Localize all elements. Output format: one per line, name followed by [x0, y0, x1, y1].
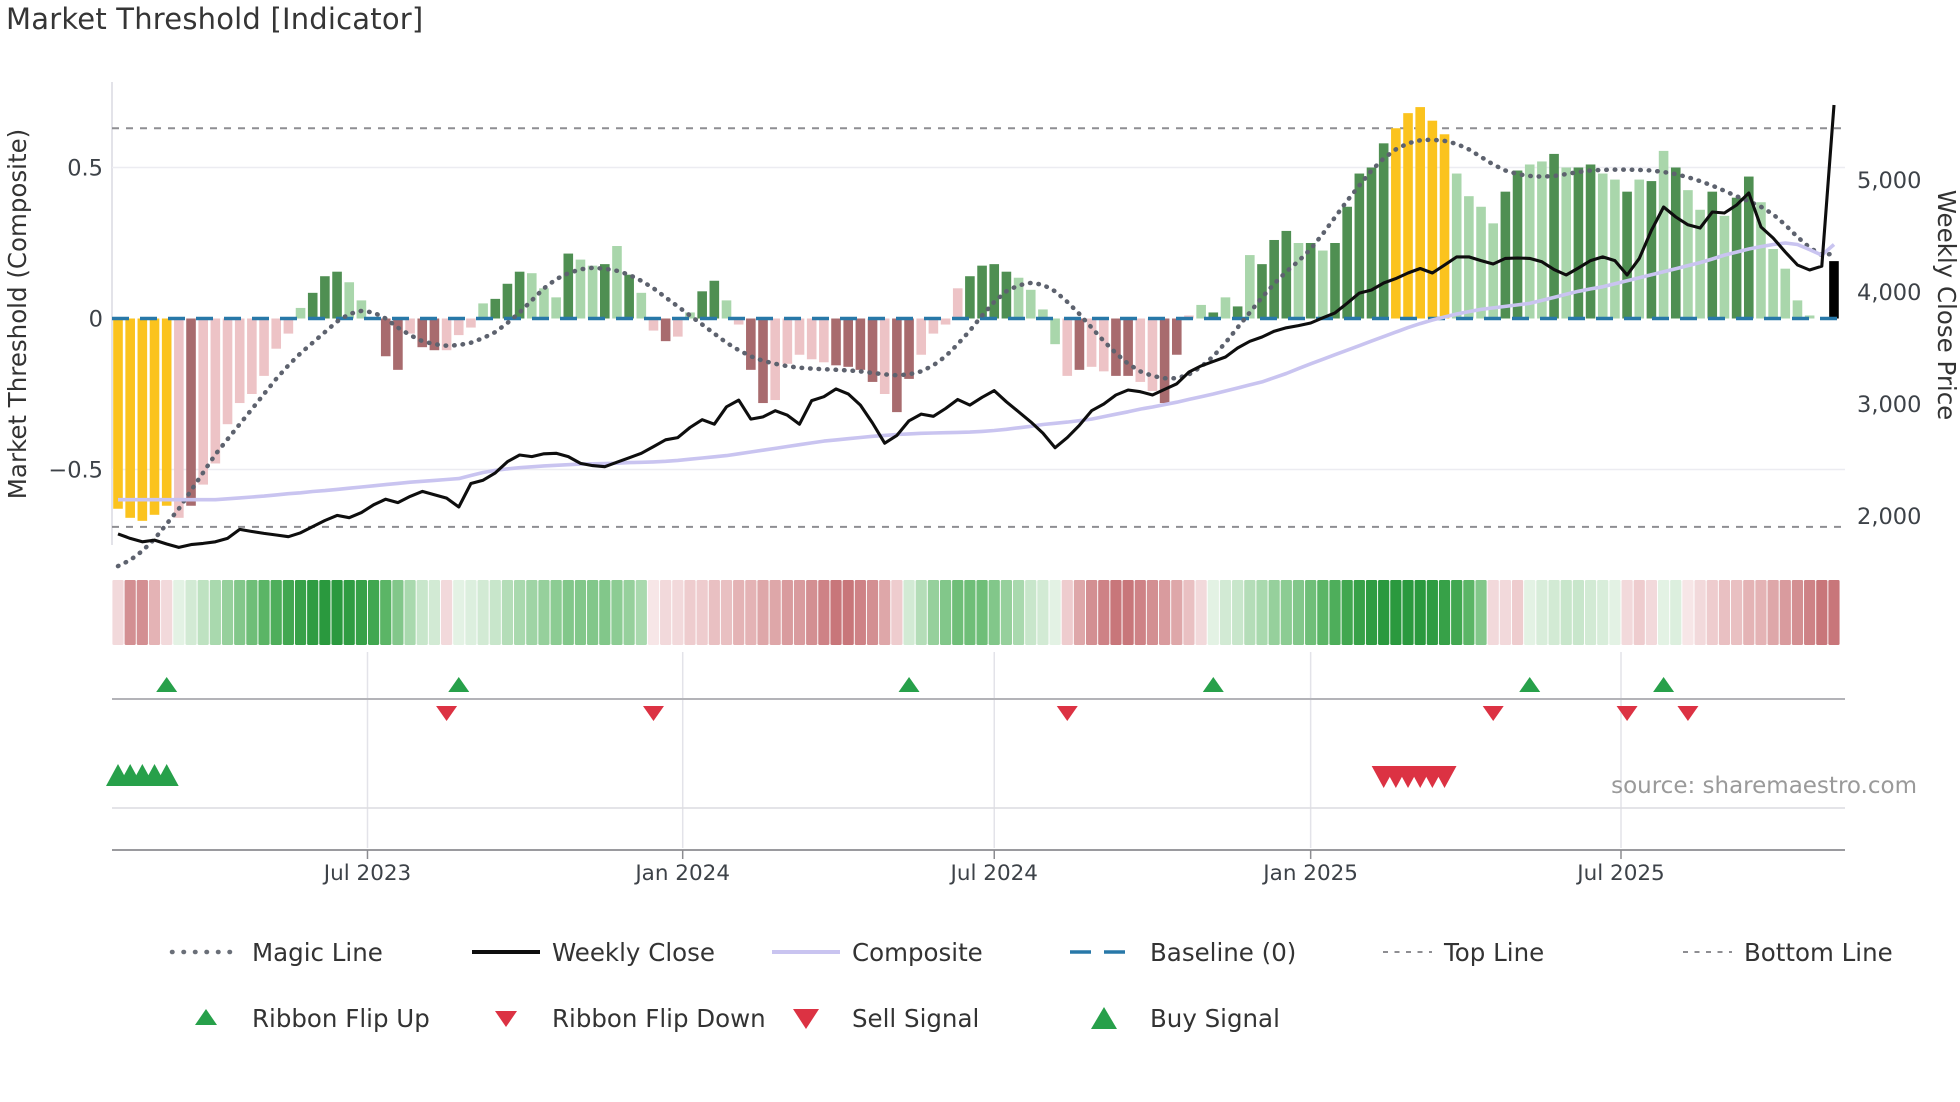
legend-item-top-line: Top Line [1383, 938, 1544, 967]
left-tick--0.5: −0.5 [48, 458, 103, 484]
buy-signal-triangle-icon [1091, 1007, 1117, 1029]
x-tick-Jan-2024: Jan 2024 [633, 861, 730, 886]
right-tick-2000: 2,000 [1857, 504, 1921, 530]
svg-text:Baseline (0): Baseline (0) [1150, 938, 1296, 967]
threshold-bars [113, 107, 1839, 521]
right-tick-4000: 4,000 [1857, 280, 1921, 306]
legend: Magic Line Weekly Close Composite Baseli… [169, 938, 1893, 1033]
svg-text:Top Line: Top Line [1443, 938, 1544, 967]
top-bottom-lines [112, 127, 1845, 528]
signal-panel [106, 652, 1845, 848]
svg-text:Magic Line: Magic Line [252, 938, 383, 967]
x-tick-Jul-2025: Jul 2025 [1575, 861, 1665, 886]
source-credit: source: sharemaestro.com [1611, 773, 1917, 799]
left-tick-0.5: 0.5 [67, 156, 103, 182]
flip-down-triangle-icon [495, 1011, 517, 1027]
legend-item-magic-line: Magic Line [169, 938, 383, 967]
legend-item-sell-signal: Sell Signal [793, 1004, 979, 1033]
svg-text:Ribbon Flip Up: Ribbon Flip Up [252, 1004, 430, 1033]
legend-item-bottom-line: Bottom Line [1683, 938, 1893, 967]
svg-text:Composite: Composite [852, 938, 983, 967]
svg-text:Ribbon Flip Down: Ribbon Flip Down [552, 1004, 766, 1033]
x-tick-Jul-2024: Jul 2024 [948, 861, 1038, 886]
left-tick-0: 0 [89, 307, 103, 333]
svg-text:Weekly Close: Weekly Close [552, 938, 715, 967]
sell-signal-triangle-icon [793, 1009, 819, 1029]
overlay-lines [115, 104, 1837, 569]
right-tick-5000: 5,000 [1857, 168, 1921, 194]
page-title: Market Threshold [Indicator] [6, 2, 424, 36]
left-axis-title: Market Threshold (Composite) [3, 129, 32, 499]
x-tick-Jul-2023: Jul 2023 [322, 861, 412, 886]
y-axis-ticks: 0.5 0 −0.5 5,000 4,000 3,000 2,000 [48, 156, 1921, 531]
x-tick-Jan-2025: Jan 2025 [1261, 861, 1358, 886]
legend-item-ribbon-flip-down: Ribbon Flip Down [495, 1004, 766, 1033]
svg-text:Buy Signal: Buy Signal [1150, 1004, 1280, 1033]
legend-item-buy-signal: Buy Signal [1091, 1004, 1280, 1033]
svg-text:Sell Signal: Sell Signal [852, 1004, 979, 1033]
ribbon-panel [112, 580, 1840, 645]
right-tick-3000: 3,000 [1857, 392, 1921, 418]
legend-item-ribbon-flip-up: Ribbon Flip Up [195, 1004, 430, 1033]
legend-item-weekly-close: Weekly Close [472, 938, 715, 967]
flip-up-triangle-icon [195, 1009, 217, 1025]
legend-item-baseline: Baseline (0) [1070, 938, 1296, 967]
legend-item-composite: Composite [772, 938, 983, 967]
svg-text:Bottom Line: Bottom Line [1744, 938, 1893, 967]
right-axis-title: Weekly Close Price [1932, 190, 1960, 421]
x-axis: Jul 2023 Jan 2024 Jul 2024 Jan 2025 Jul 2025 [112, 849, 1845, 886]
